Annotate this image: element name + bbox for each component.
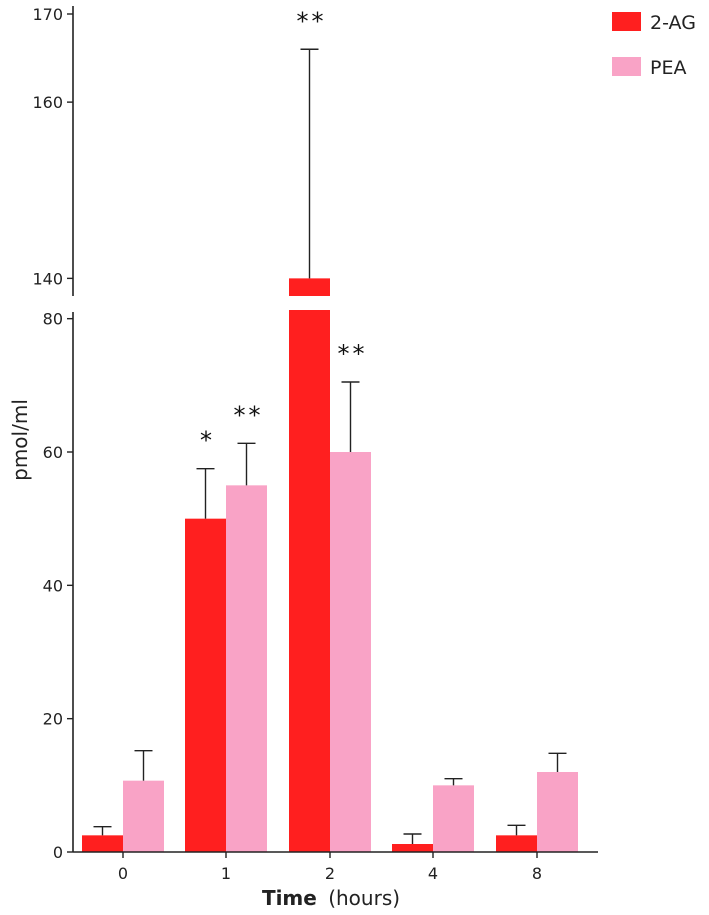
x-axis-title-unit: (hours): [328, 886, 400, 910]
lower-y-tick-label: 0: [53, 843, 63, 862]
significance-2-AG-1: *: [200, 427, 215, 455]
error-bars: [93, 48, 567, 844]
lower-y-tick-label: 60: [43, 443, 63, 462]
x-axis-title: Time (hours): [262, 886, 400, 910]
bar-2-AG-0: [82, 835, 123, 852]
upper-y-axis: 140 160 170: [32, 5, 74, 296]
significance-2-AG-2: **: [297, 7, 327, 35]
legend: 2-AG PEA: [612, 12, 696, 79]
bar-PEA-4: [433, 785, 474, 852]
x-tick-label: 4: [428, 864, 438, 883]
x-tick-label: 1: [221, 864, 231, 883]
x-tick-label: 0: [118, 864, 128, 883]
lower-y-tick-label: 80: [43, 310, 63, 329]
upper-y-tick-label: 140: [32, 269, 63, 288]
bars: [82, 278, 578, 852]
lower-y-tick-label: 40: [43, 576, 63, 595]
significance-marks: *******: [200, 7, 368, 455]
bar-PEA-2: [330, 452, 371, 852]
upper-y-tick-label: 170: [32, 5, 63, 24]
bar-2-AG-2-upper: [289, 278, 330, 296]
x-tick-label: 2: [325, 864, 335, 883]
legend-swatch-2-AG: [612, 12, 641, 31]
legend-label-2-AG: 2-AG: [650, 12, 696, 34]
legend-label-PEA: PEA: [650, 57, 686, 79]
legend-swatch-PEA: [612, 57, 641, 76]
x-axis: 0 1 2 4 8: [73, 851, 598, 883]
upper-y-tick-label: 160: [32, 93, 63, 112]
bar-2-AG-8: [496, 835, 537, 852]
x-tick-label: 8: [532, 864, 542, 883]
bar-2-AG-2-lower: [289, 310, 330, 852]
bar-2-AG-4: [392, 844, 433, 852]
lower-y-axis: 0 20 40 60 80: [43, 310, 74, 862]
y-axis-title: pmol/ml: [8, 399, 32, 481]
significance-PEA-2: **: [338, 340, 368, 368]
bar-PEA-1: [226, 485, 267, 852]
bar-2-AG-1: [185, 518, 226, 852]
bar-PEA-0: [123, 780, 164, 852]
significance-PEA-1: **: [234, 401, 264, 429]
x-axis-title-main: Time: [262, 886, 317, 910]
bar-PEA-8: [537, 772, 578, 852]
lower-y-tick-label: 20: [43, 710, 63, 729]
